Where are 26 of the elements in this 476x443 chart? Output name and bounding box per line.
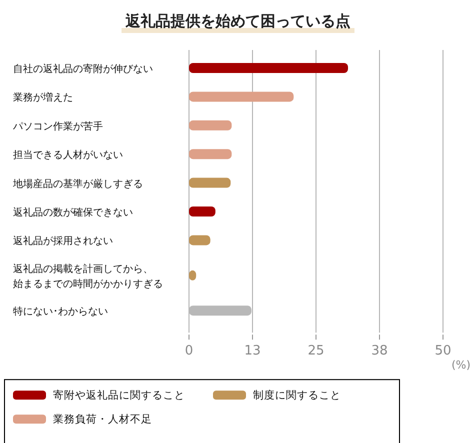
y-tick-label: 特にない･わからない bbox=[13, 306, 108, 318]
legend-label: 制度に関すること bbox=[253, 388, 341, 402]
y-tick-label: パソコン作業が苦手 bbox=[12, 120, 103, 132]
x-axis-title: (%) bbox=[451, 358, 471, 372]
y-tick-label: 返礼品の掲載を計画してから、始まるまでの時間がかかりすぎる bbox=[13, 262, 163, 290]
bar bbox=[189, 178, 231, 188]
bar bbox=[189, 235, 210, 246]
x-tick-label: 50 bbox=[434, 344, 452, 359]
x-tick-label: 13 bbox=[244, 344, 261, 359]
y-tick-label: 返礼品が採用されない bbox=[13, 235, 113, 248]
legend-label: 寄附や返礼品に関すること bbox=[53, 388, 185, 402]
bar bbox=[189, 92, 294, 102]
y-tick-label: 業務が増えた bbox=[13, 92, 73, 104]
x-tick-label: 0 bbox=[184, 344, 194, 359]
bar bbox=[189, 63, 348, 73]
x-tick-label: 38 bbox=[371, 344, 388, 359]
chart-title: 返礼品提供を始めて困っている点 bbox=[124, 12, 350, 30]
bar bbox=[189, 149, 232, 160]
y-tick-label: 返礼品の数が確保できない bbox=[13, 206, 133, 218]
bar bbox=[189, 206, 216, 216]
x-tick-label: 25 bbox=[308, 344, 324, 359]
y-tick-label: 自社の返礼品の寄附が伸びない bbox=[13, 63, 153, 75]
y-tick-label: 地場産品の基準が厳しすぎる bbox=[12, 178, 143, 190]
bar bbox=[189, 120, 232, 130]
y-tick-label: 担当できる人材がいない bbox=[13, 149, 123, 162]
legend-label: 業務負荷・人材不足 bbox=[53, 412, 152, 426]
